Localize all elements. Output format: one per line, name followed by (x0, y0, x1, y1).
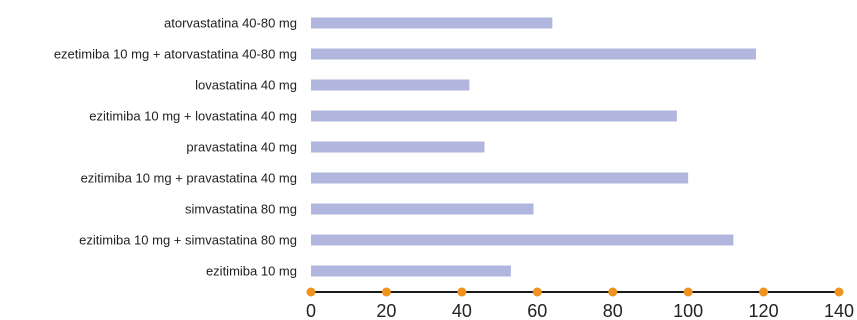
x-tick-label: 60 (527, 301, 547, 320)
category-label: lovastatina 40 mg (195, 78, 297, 93)
x-tick-label: 40 (452, 301, 472, 320)
category-label: ezitimiba 10 mg + lovastatina 40 mg (89, 109, 297, 124)
bar (311, 172, 689, 184)
bar (311, 141, 485, 153)
category-label: atorvastatina 40-80 mg (164, 16, 297, 31)
x-tick-marker (532, 287, 542, 297)
x-tick-marker (381, 287, 391, 297)
category-label: ezitimiba 10 mg + simvastatina 80 mg (79, 233, 297, 248)
bar (311, 17, 553, 29)
category-label: ezitimiba 10 mg + pravastatina 40 mg (81, 171, 297, 186)
category-label: simvastatina 80 mg (185, 202, 297, 217)
bar (311, 48, 757, 60)
bars-group (311, 17, 757, 277)
x-tick-markers-group (306, 287, 844, 297)
x-tick-marker (306, 287, 316, 297)
category-label: pravastatina 40 mg (186, 140, 297, 155)
x-tick-marker (834, 287, 844, 297)
category-label: ezetimiba 10 mg + atorvastatina 40-80 mg (54, 47, 297, 62)
x-tick-marker (457, 287, 467, 297)
x-tick-label: 140 (824, 301, 854, 320)
bar (311, 79, 470, 91)
bar (311, 110, 677, 122)
category-label: ezitimiba 10 mg (206, 264, 297, 279)
x-tick-label: 20 (376, 301, 396, 320)
x-tick-label: 100 (673, 301, 703, 320)
x-tick-label: 80 (603, 301, 623, 320)
category-labels-group: atorvastatina 40-80 mg ezetimiba 10 mg + … (54, 16, 297, 279)
x-tick-marker (608, 287, 618, 297)
x-tick-marker (759, 287, 769, 297)
x-tick-label: 120 (749, 301, 779, 320)
x-tick-marker (683, 287, 693, 297)
bar (311, 265, 511, 277)
x-tick-labels-group: 0 20 40 60 80 100 120 140 (306, 301, 854, 320)
bar (311, 203, 534, 215)
bar (311, 234, 734, 246)
x-tick-label: 0 (306, 301, 316, 320)
